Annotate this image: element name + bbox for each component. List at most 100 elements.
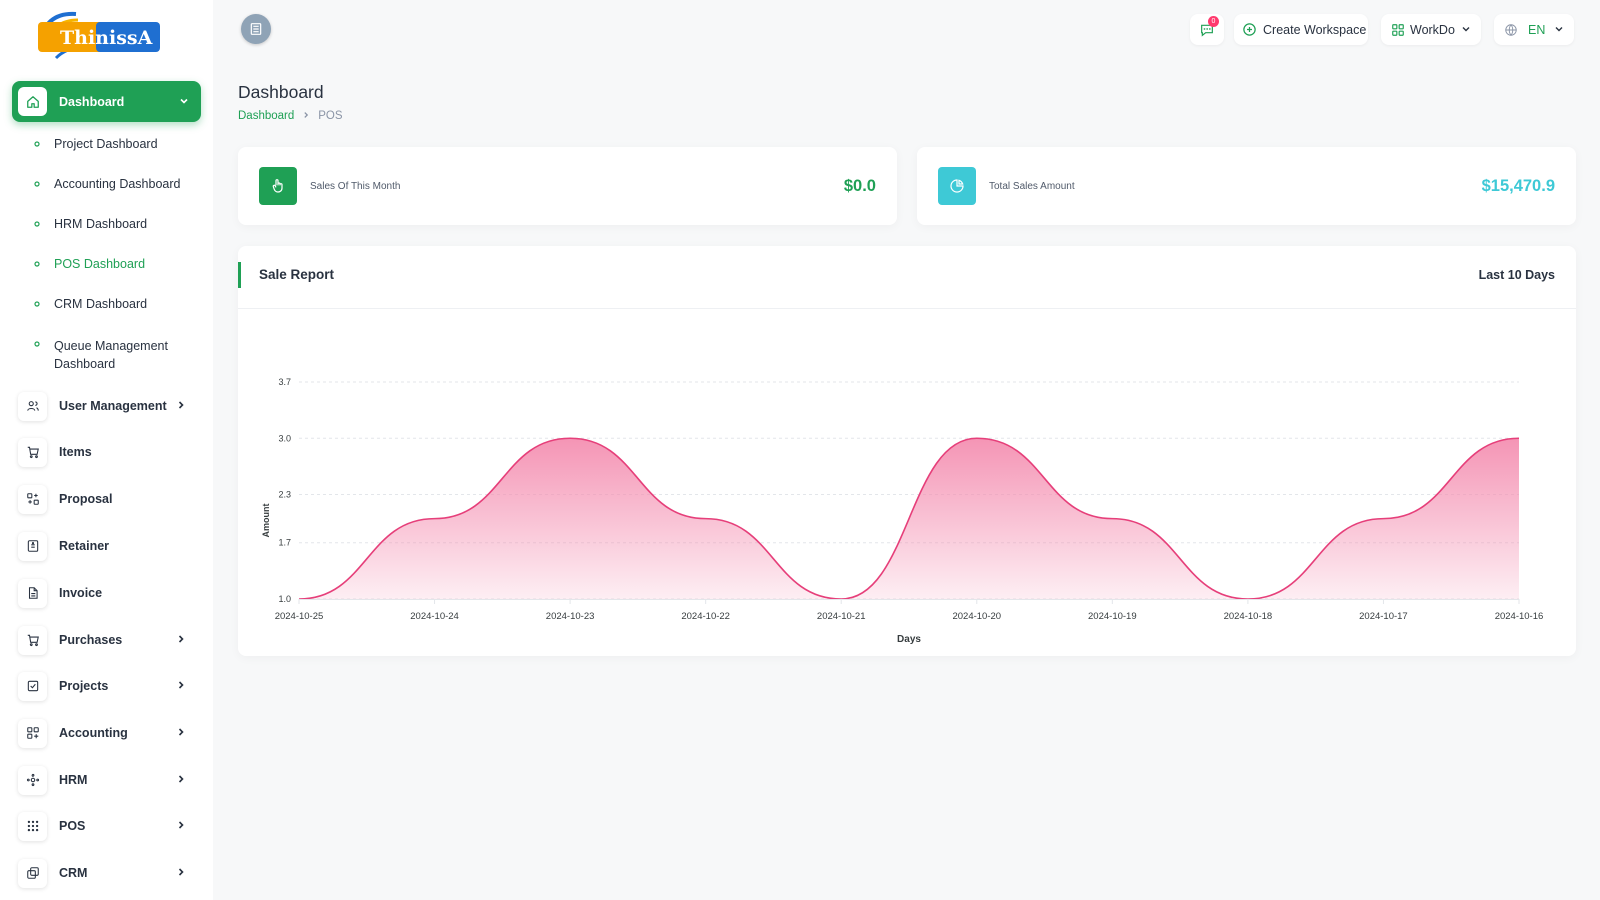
building-icon	[250, 23, 262, 35]
checklist-icon	[18, 671, 47, 701]
workspace-label: WorkDo	[1410, 22, 1455, 37]
stat-value: $15,470.9	[1481, 176, 1555, 195]
apps-icon	[1392, 23, 1404, 36]
chevron-right-icon	[176, 773, 186, 787]
workspace-dropdown[interactable]: WorkDo	[1381, 14, 1481, 45]
x-tick-label: 2024-10-20	[952, 611, 1001, 622]
grid-plus-icon	[18, 718, 47, 748]
sidebar: ThinissA Dashboard Project Dashboard Acc…	[0, 0, 213, 900]
chevron-right-icon	[176, 866, 186, 880]
y-axis-title: Amount	[261, 504, 271, 538]
sales-line	[298, 437, 1520, 600]
sidebar-item-crm[interactable]: CRM	[18, 857, 196, 889]
sidebar-subitem-crm-dashboard[interactable]: CRM Dashboard	[34, 297, 147, 311]
x-tick-label: 2024-10-25	[275, 611, 324, 622]
sidebar-subitem-project-dashboard[interactable]: Project Dashboard	[34, 137, 158, 151]
messages-button[interactable]: 0	[1190, 14, 1224, 45]
sidebar-item-proposal[interactable]: Proposal	[18, 483, 196, 515]
invoice-icon	[18, 578, 47, 608]
sidebar-item-label: Accounting	[59, 726, 128, 740]
language-label: EN	[1528, 22, 1546, 37]
sidebar-item-label: Projects	[59, 679, 109, 693]
subitem-label: Queue Management Dashboard	[54, 339, 168, 371]
sidebar-item-projects[interactable]: Projects	[18, 670, 196, 702]
language-dropdown[interactable]: EN	[1494, 14, 1574, 45]
breadcrumb: Dashboard POS	[238, 110, 343, 122]
chevron-down-icon	[1461, 23, 1471, 37]
x-tick-label: 2024-10-21	[817, 611, 866, 622]
sidebar-item-user-management[interactable]: User Management	[18, 390, 196, 422]
subitem-label: Accounting Dashboard	[54, 177, 181, 191]
sidebar-item-accounting[interactable]: Accounting	[18, 717, 196, 749]
y-tick-label: 2.3	[278, 490, 291, 500]
brand-logo[interactable]: ThinissA	[36, 8, 162, 62]
x-tick-label: 2024-10-18	[1224, 611, 1273, 622]
bullet-icon	[34, 301, 40, 307]
chevron-down-icon	[1554, 23, 1564, 37]
logo-text: ThinissA	[60, 27, 153, 49]
bullet-icon	[34, 141, 40, 147]
logo-graphic: ThinissA	[38, 11, 160, 60]
y-tick-label: 3.0	[278, 433, 291, 443]
sidebar-subitem-pos-dashboard[interactable]: POS Dashboard	[34, 257, 145, 271]
sidebar-item-hrm[interactable]: HRM	[18, 764, 196, 796]
sidebar-item-items[interactable]: Items	[18, 436, 196, 468]
sidebar-item-retainer[interactable]: Retainer	[18, 530, 196, 562]
chevron-right-icon	[302, 110, 310, 122]
bullet-icon	[34, 261, 40, 267]
create-workspace-button[interactable]: Create Workspace	[1234, 14, 1368, 45]
plus-circle-icon	[1243, 23, 1256, 36]
sidebar-item-label: Purchases	[59, 633, 123, 647]
sidebar-item-dashboard[interactable]: Dashboard	[12, 81, 201, 122]
dots-grid-icon	[18, 811, 47, 841]
x-tick-label: 2024-10-17	[1359, 611, 1408, 622]
accent-bar	[238, 262, 241, 288]
messages-badge: 0	[1208, 16, 1219, 27]
stat-label: Total Sales Amount	[989, 180, 1075, 192]
x-tick-label: 2024-10-24	[410, 611, 459, 622]
page-title: Dashboard	[238, 82, 324, 102]
stat-label: Sales Of This Month	[310, 180, 401, 192]
layers-icon	[18, 858, 47, 888]
sidebar-item-purchases[interactable]: Purchases	[18, 624, 196, 656]
x-tick-label: 2024-10-16	[1495, 611, 1544, 622]
sidebar-subitem-queue-dashboard[interactable]: Queue Management Dashboard	[34, 337, 184, 373]
sidebar-item-label: Invoice	[59, 586, 103, 600]
bullet-icon	[34, 221, 40, 227]
globe-icon	[1505, 23, 1517, 36]
cart-icon	[18, 437, 47, 467]
chevron-down-icon	[179, 93, 189, 111]
sidebar-item-label: Proposal	[59, 492, 113, 506]
sale-report-title: Sale Report	[259, 267, 335, 282]
sidebar-item-pos[interactable]: POS	[18, 810, 196, 842]
x-tick-label: 2024-10-22	[681, 611, 730, 622]
pie-chart-icon	[938, 167, 976, 205]
x-axis-title: Days	[897, 634, 921, 645]
date-range-filter[interactable]: Last 10 Days	[1478, 268, 1555, 282]
proposal-icon	[18, 484, 47, 514]
hrm-icon	[18, 765, 47, 795]
subitem-label: HRM Dashboard	[54, 217, 148, 231]
breadcrumb-current: POS	[318, 110, 343, 122]
sidebar-item-invoice[interactable]: Invoice	[18, 577, 196, 609]
bullet-icon	[34, 181, 40, 187]
sidebar-subitem-hrm-dashboard[interactable]: HRM Dashboard	[34, 217, 147, 231]
users-icon	[18, 391, 47, 421]
subitem-label: Project Dashboard	[54, 137, 158, 151]
chevron-right-icon	[176, 819, 186, 833]
breadcrumb-link-dashboard[interactable]: Dashboard	[238, 110, 295, 122]
sale-report-card: Sale Report Last 10 Days 1.0 1.7 2.3 3.0 3.7…	[238, 246, 1576, 656]
sidebar-item-label: POS	[59, 819, 86, 833]
sidebar-subitem-accounting-dashboard[interactable]: Accounting Dashboard	[34, 177, 180, 191]
stat-value: $0.0	[843, 176, 876, 195]
subitem-label: CRM Dashboard	[54, 297, 148, 311]
sidebar-item-label: Items	[59, 445, 92, 459]
user-avatar[interactable]	[241, 14, 271, 44]
stat-card-sales-month: Sales Of This Month $0.0	[238, 147, 897, 225]
home-icon	[18, 87, 47, 116]
sidebar-item-label: Retainer	[59, 539, 110, 553]
sidebar-item-label: HRM	[59, 773, 88, 787]
x-tick-label: 2024-10-19	[1088, 611, 1137, 622]
stat-card-total-sales: Total Sales Amount $15,470.9	[917, 147, 1576, 225]
hand-pointer-icon	[259, 167, 297, 205]
